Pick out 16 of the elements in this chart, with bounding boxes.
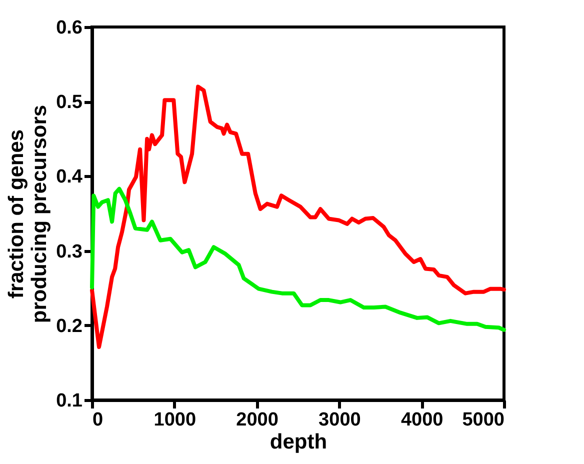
x-axis-title: depth (270, 430, 328, 454)
y-tick-label: 0.5 (56, 92, 83, 114)
y-tick-label: 0.3 (56, 241, 82, 262)
x-tick-label: 5000 (462, 410, 504, 430)
x-tick-label: 4000 (400, 410, 444, 430)
x-tick-label: 3000 (318, 410, 361, 430)
y-tick-label: 0.2 (56, 316, 82, 337)
line-series (90, 84, 506, 350)
y-axis-title: fraction of genes producing precursors (5, 104, 52, 324)
x-tick-label: 1000 (154, 410, 196, 430)
line-series (90, 186, 506, 332)
x-tick-label: 2000 (236, 410, 278, 430)
y-tick-label: 0.1 (56, 390, 83, 412)
y-tick-label: 0.4 (56, 166, 83, 188)
x-tick-label: 0 (92, 410, 104, 430)
y-tick-label: 0.6 (56, 18, 82, 38)
